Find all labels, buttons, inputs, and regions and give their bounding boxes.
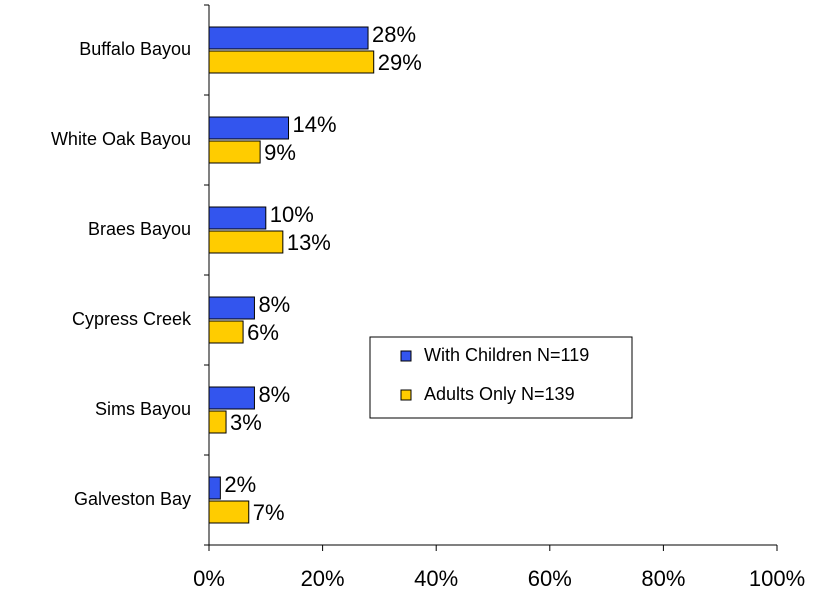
data-label: 8% bbox=[258, 382, 290, 407]
y-tick-label: Sims Bayou bbox=[95, 399, 191, 419]
x-tick-label: 100% bbox=[749, 566, 805, 591]
bar bbox=[208, 410, 227, 434]
y-tick-label: Buffalo Bayou bbox=[79, 39, 191, 59]
data-label: 3% bbox=[230, 410, 262, 435]
x-tick-label: 40% bbox=[414, 566, 458, 591]
data-label: 10% bbox=[270, 202, 314, 227]
legend-label: With Children N=119 bbox=[424, 345, 589, 365]
legend-swatch bbox=[400, 389, 412, 401]
bar bbox=[208, 320, 244, 344]
data-label: 28% bbox=[372, 22, 416, 47]
y-tick-label: White Oak Bayou bbox=[51, 129, 191, 149]
bar bbox=[208, 476, 221, 500]
data-label: 2% bbox=[224, 472, 256, 497]
x-tick-label: 20% bbox=[301, 566, 345, 591]
data-label: 29% bbox=[378, 50, 422, 75]
bar bbox=[208, 230, 284, 254]
bar bbox=[208, 116, 290, 140]
bar bbox=[208, 50, 375, 74]
x-tick-label: 60% bbox=[528, 566, 572, 591]
x-tick-label: 0% bbox=[193, 566, 225, 591]
bar bbox=[208, 140, 261, 164]
data-label: 7% bbox=[253, 500, 285, 525]
data-label: 14% bbox=[293, 112, 337, 137]
data-label: 6% bbox=[247, 320, 279, 345]
y-tick-label: Braes Bayou bbox=[88, 219, 191, 239]
bar bbox=[208, 500, 250, 524]
bar bbox=[208, 26, 369, 50]
data-label: 13% bbox=[287, 230, 331, 255]
bar bbox=[208, 386, 255, 410]
y-tick-label: Cypress Creek bbox=[72, 309, 192, 329]
y-tick-label: Galveston Bay bbox=[74, 489, 191, 509]
data-label: 9% bbox=[264, 140, 296, 165]
legend-swatch bbox=[400, 350, 412, 362]
bar bbox=[208, 206, 267, 230]
data-label: 8% bbox=[258, 292, 290, 317]
x-tick-label: 80% bbox=[641, 566, 685, 591]
legend-label: Adults Only N=139 bbox=[424, 384, 575, 404]
bar bbox=[208, 296, 255, 320]
legend-box bbox=[369, 336, 633, 419]
